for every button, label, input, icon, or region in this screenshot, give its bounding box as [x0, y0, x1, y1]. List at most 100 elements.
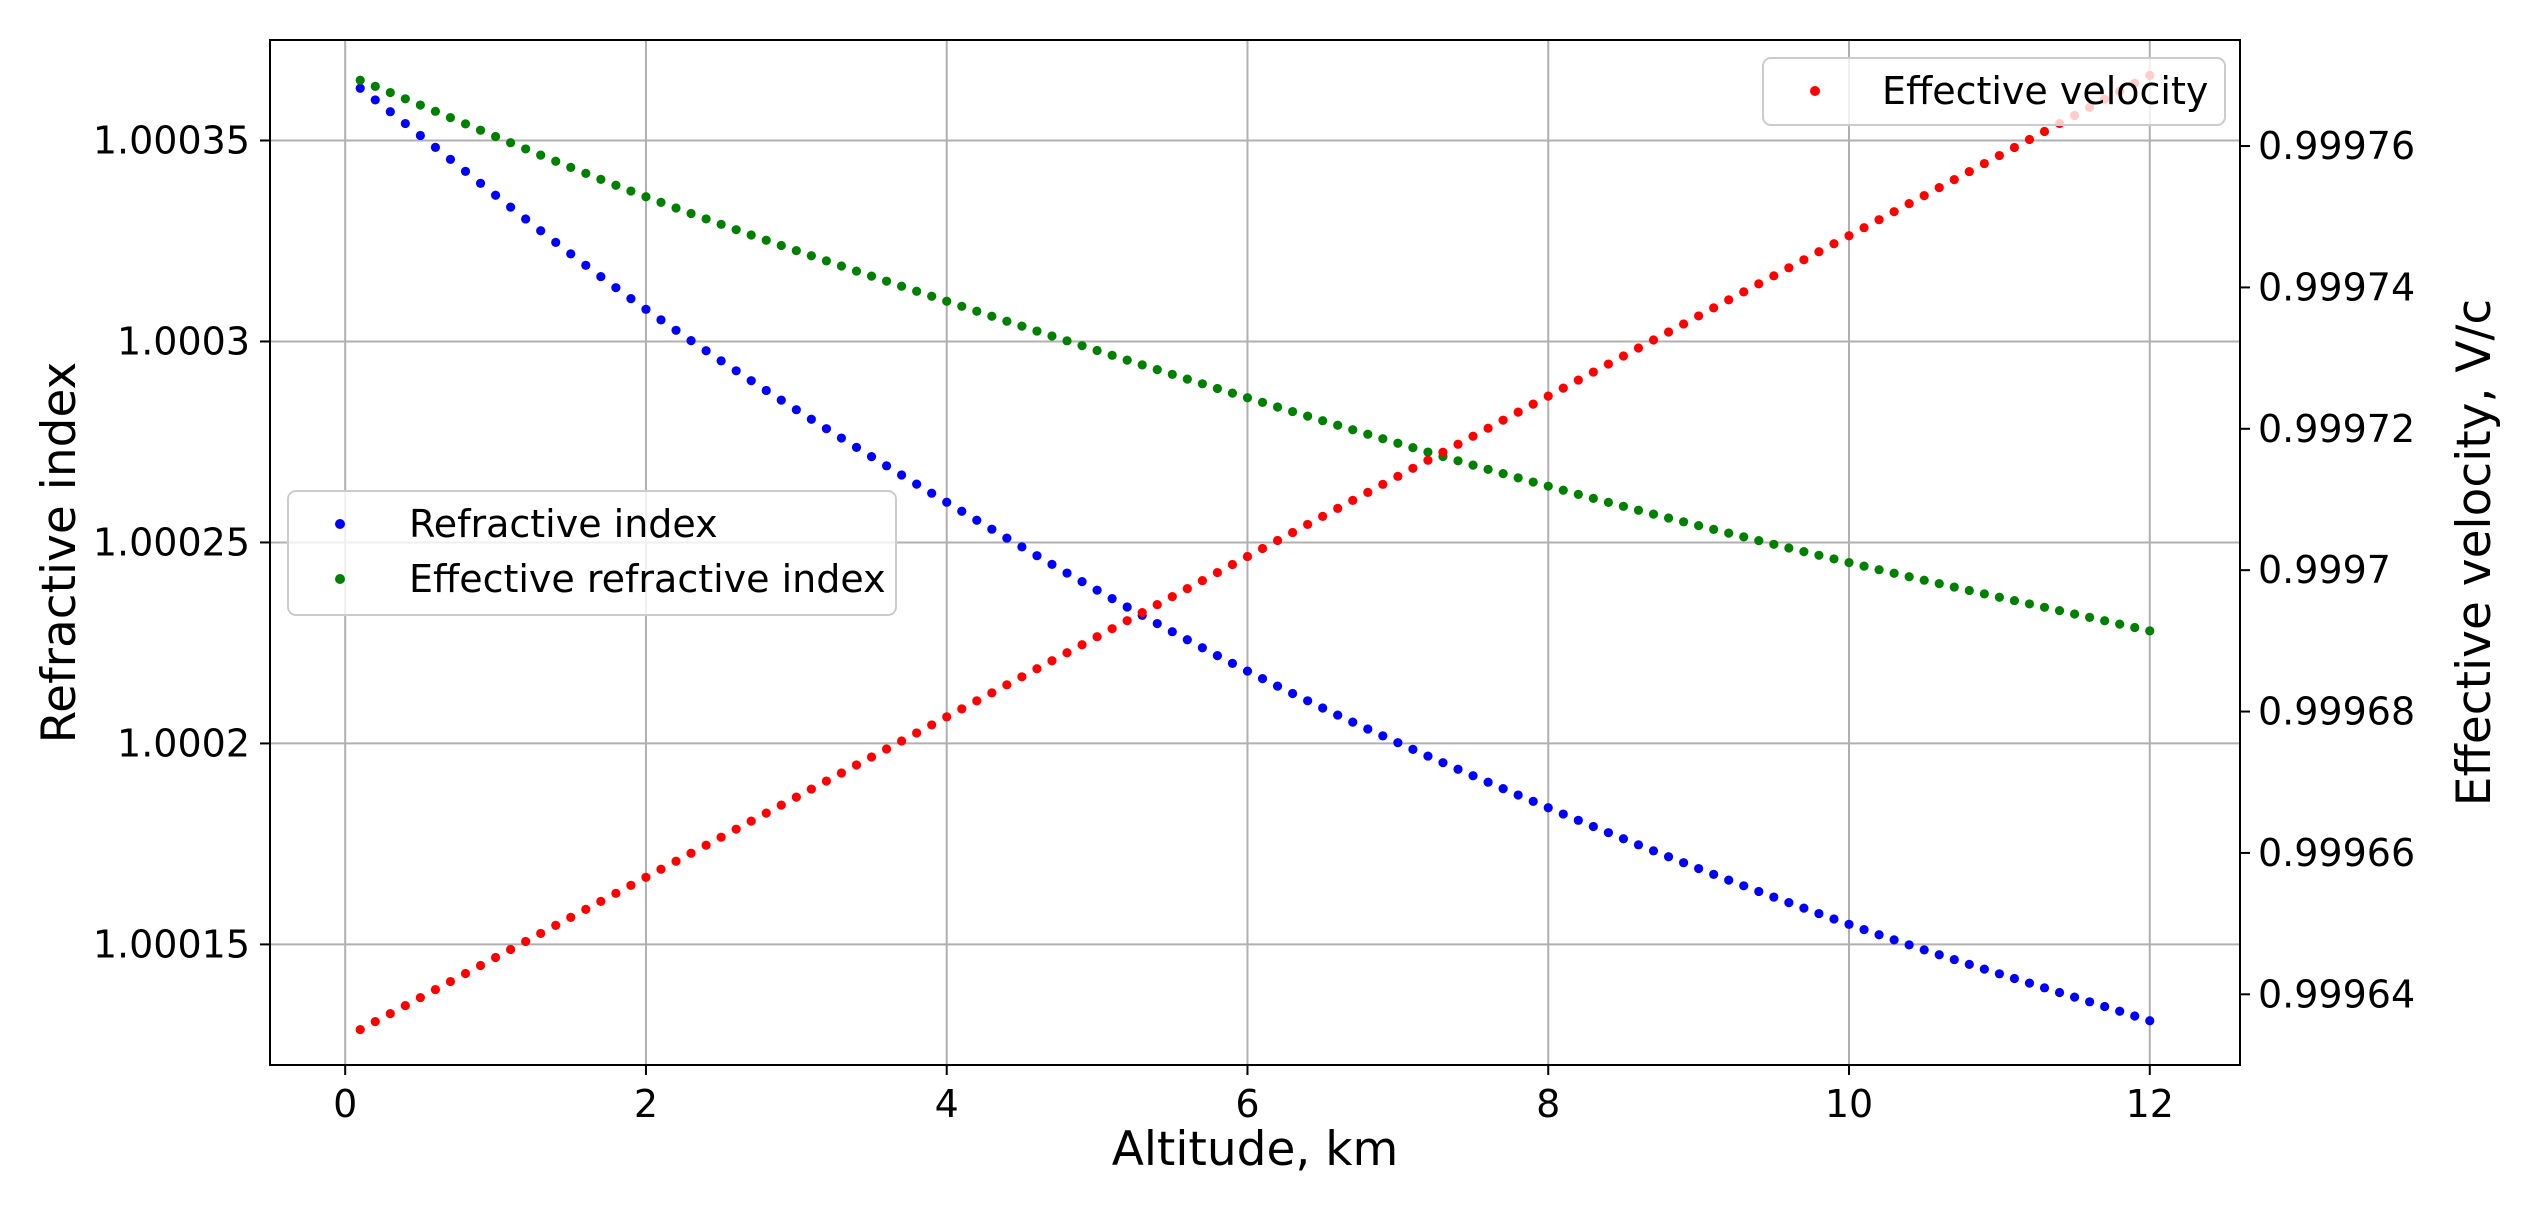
data-point [1784, 543, 1794, 553]
data-point [1528, 796, 1538, 807]
data-point [641, 192, 651, 202]
data-point [400, 1001, 410, 1011]
data-point [1588, 821, 1598, 832]
data-point [430, 142, 441, 152]
ticks: 0 2 4 6 8 10 12 1.00015 1.0002 1.00025 1.0003 1.000… [93, 118, 2415, 1126]
data-point [821, 256, 832, 266]
data-point [1844, 557, 1854, 568]
data-point [2069, 992, 2080, 1002]
data-point [987, 688, 997, 698]
data-point [1152, 618, 1162, 629]
data-point [1799, 547, 1809, 557]
data-point [1122, 355, 1132, 365]
data-point [1694, 311, 1704, 321]
data-point [1152, 600, 1162, 610]
data-point [1543, 803, 1553, 813]
data-point [1874, 565, 1884, 575]
y-left-tick-label: 1.00015 [93, 922, 250, 966]
data-point [1799, 903, 1809, 913]
data-point [475, 960, 486, 971]
data-point [1257, 397, 1268, 407]
data-point [1122, 616, 1132, 626]
data-point [551, 920, 561, 931]
data-point [581, 904, 591, 914]
data-point [1814, 908, 1824, 919]
data-point [400, 94, 410, 104]
data-point [1032, 664, 1042, 674]
data-point [1453, 439, 1463, 449]
data-point [355, 83, 365, 93]
data-point [2054, 606, 2065, 616]
data-point [1077, 577, 1087, 587]
data-point [866, 271, 877, 281]
data-point [581, 260, 591, 270]
data-point [490, 190, 501, 200]
x-tick-label: 10 [1825, 1082, 1873, 1126]
data-point [1528, 477, 1538, 487]
data-point [836, 768, 847, 778]
y-right-tick-label: 0.99968 [2258, 690, 2415, 734]
y-right-tick-label: 0.99964 [2258, 972, 2415, 1016]
data-point [1303, 696, 1313, 706]
data-point [806, 251, 816, 261]
data-point [596, 174, 606, 184]
data-point [912, 286, 922, 296]
data-point [1318, 416, 1328, 426]
data-point [1182, 583, 1192, 594]
data-point [1919, 945, 1929, 955]
data-point [626, 880, 636, 890]
data-point [2100, 616, 2110, 626]
data-point [1588, 367, 1598, 377]
data-point [551, 156, 561, 166]
data-point [1889, 207, 1899, 217]
data-point [1934, 579, 1944, 589]
data-point [1423, 455, 1433, 465]
data-point [701, 346, 711, 356]
data-point [866, 752, 877, 762]
data-point [897, 281, 907, 291]
data-point [776, 395, 786, 405]
data-point [1934, 183, 1944, 193]
data-point [897, 736, 907, 746]
data-point [2130, 622, 2140, 633]
data-point [1678, 319, 1689, 329]
data-point [1032, 326, 1042, 336]
series-effective-refractive-index [355, 75, 2155, 636]
data-point [415, 992, 425, 1003]
y-right-tick-label: 0.99966 [2258, 831, 2415, 875]
data-point [2054, 987, 2065, 998]
data-point [460, 968, 471, 979]
data-point [1498, 469, 1508, 479]
data-point [1648, 335, 1659, 345]
data-point [1348, 717, 1358, 727]
data-point [2009, 595, 2020, 606]
data-point [536, 150, 546, 160]
data-point [972, 306, 982, 316]
data-point [1468, 771, 1478, 781]
grid [270, 40, 2240, 1065]
series-refractive-index [355, 83, 2155, 1026]
data-point [2115, 1006, 2125, 1016]
data-point [566, 912, 576, 922]
data-point [1378, 731, 1388, 741]
data-point [1618, 351, 1629, 361]
data-point [851, 266, 862, 276]
data-point [1212, 651, 1222, 661]
data-point [1543, 481, 1553, 491]
data-point [731, 225, 741, 235]
data-point [1483, 423, 1493, 433]
data-point [1047, 331, 1057, 341]
data-point [1017, 672, 1027, 682]
data-point [1077, 341, 1087, 351]
data-point [1498, 415, 1508, 425]
data-point [791, 246, 801, 256]
data-point [1227, 658, 1238, 668]
data-point [1002, 316, 1012, 326]
data-point [506, 138, 516, 148]
legend-refractive-frame [287, 490, 897, 616]
plot-frame [269, 39, 2241, 1066]
data-point [2100, 1001, 2110, 1012]
data-point [1633, 505, 1644, 515]
data-point [656, 315, 666, 325]
